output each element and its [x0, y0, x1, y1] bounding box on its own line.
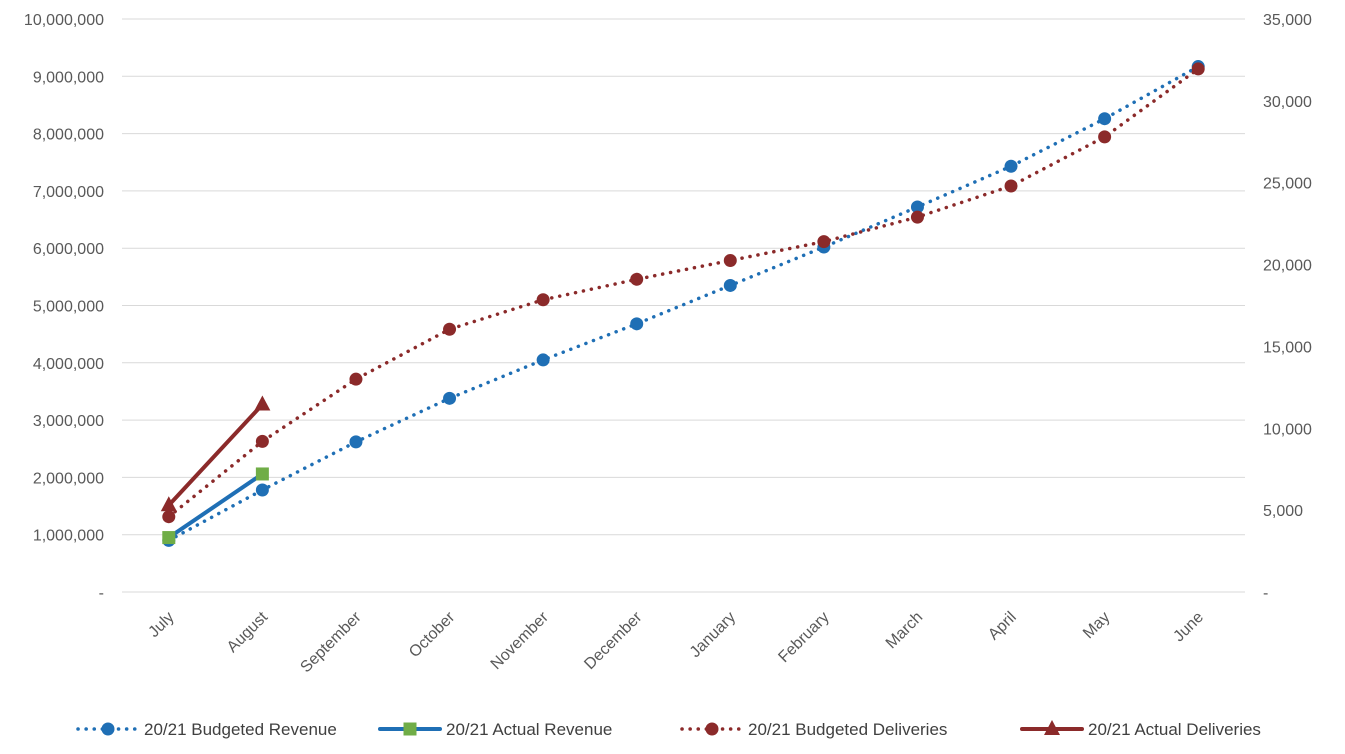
left-tick-label: 2,000,000: [33, 470, 104, 487]
data-point: [255, 483, 269, 497]
left-tick-label: -: [99, 585, 104, 602]
data-point: [1098, 112, 1112, 126]
x-tick-label: October: [406, 608, 459, 661]
left-tick-label: 1,000,000: [33, 528, 104, 545]
data-point: [1004, 179, 1018, 193]
x-tick-label: April: [985, 609, 1020, 644]
series-line: [167, 67, 1200, 519]
data-point: [630, 317, 644, 331]
right-tick-label: 5,000: [1263, 503, 1303, 520]
data-point: [723, 253, 737, 267]
legend-marker: [705, 722, 719, 736]
data-point: [536, 293, 550, 307]
x-axis: July August September October November Decemb…: [145, 608, 1207, 676]
data-point: [1004, 159, 1018, 173]
x-tick-label: May: [1080, 609, 1113, 642]
legend: 20/21 Budgeted Revenue 20/21 Actual Reven…: [76, 720, 1261, 739]
left-tick-label: 8,000,000: [33, 127, 104, 144]
data-point: [349, 372, 363, 386]
left-tick-label: 9,000,000: [33, 69, 104, 86]
data-point: [723, 278, 737, 292]
left-tick-label: 10,000,000: [24, 12, 104, 29]
right-tick-label: -: [1263, 585, 1268, 602]
left-y-axis: - 1,000,000 2,000,000 3,000,000 4,000,000 5,0…: [24, 12, 104, 602]
x-tick-label: November: [488, 608, 553, 673]
x-tick-label: August: [224, 608, 272, 656]
left-tick-label: 3,000,000: [33, 413, 104, 430]
data-point: [910, 210, 924, 224]
legend-item: 20/21 Actual Revenue: [378, 720, 612, 739]
right-tick-label: 30,000: [1263, 94, 1312, 111]
right-tick-label: 15,000: [1263, 339, 1312, 356]
legend-marker: [403, 722, 417, 736]
legend-item: 20/21 Actual Deliveries: [1020, 720, 1261, 739]
data-point: [630, 272, 644, 286]
x-tick-label: January: [687, 609, 739, 661]
data-point: [160, 496, 177, 512]
series-2: [162, 62, 1205, 524]
right-y-axis: - 5,000 10,000 15,000 20,000 25,000 30,000 35,0…: [1263, 12, 1312, 602]
legend-marker: [101, 722, 115, 736]
data-point: [254, 395, 271, 411]
legend-item: 20/21 Budgeted Deliveries: [680, 720, 947, 739]
x-tick-label: February: [775, 609, 832, 666]
series-3: [160, 395, 271, 512]
legend-marker: [1044, 720, 1060, 735]
series-0: [162, 60, 1205, 547]
data-point: [536, 353, 550, 367]
data-point: [162, 531, 176, 545]
data-point: [443, 391, 457, 405]
series-line: [166, 402, 265, 508]
right-tick-label: 25,000: [1263, 176, 1312, 193]
x-tick-label: March: [883, 609, 926, 652]
left-tick-label: 7,000,000: [33, 184, 104, 201]
x-tick-label: September: [297, 608, 365, 676]
right-tick-label: 10,000: [1263, 421, 1312, 438]
legend-label: 20/21 Actual Deliveries: [1088, 720, 1261, 739]
legend-item: 20/21 Budgeted Revenue: [76, 720, 337, 739]
series-layer: [160, 60, 1205, 547]
data-point: [817, 235, 831, 249]
legend-label: 20/21 Budgeted Deliveries: [748, 720, 947, 739]
data-point: [910, 200, 924, 214]
data-point: [443, 322, 457, 336]
series-line: [167, 64, 1200, 543]
x-tick-label: December: [581, 608, 646, 673]
data-point: [255, 434, 269, 448]
data-point: [255, 467, 269, 481]
legend-label: 20/21 Actual Revenue: [446, 720, 612, 739]
right-tick-label: 35,000: [1263, 12, 1312, 29]
series-1: [162, 467, 269, 545]
data-point: [349, 435, 363, 449]
series-line: [166, 471, 265, 540]
data-point: [1098, 130, 1112, 144]
legend-label: 20/21 Budgeted Revenue: [144, 720, 337, 739]
left-tick-label: 4,000,000: [33, 356, 104, 373]
data-point: [162, 510, 176, 524]
left-tick-label: 6,000,000: [33, 241, 104, 258]
x-tick-label: July: [145, 609, 177, 641]
x-tick-label: June: [1170, 609, 1207, 646]
data-point: [1191, 62, 1205, 76]
right-tick-label: 20,000: [1263, 258, 1312, 275]
left-tick-label: 5,000,000: [33, 299, 104, 316]
